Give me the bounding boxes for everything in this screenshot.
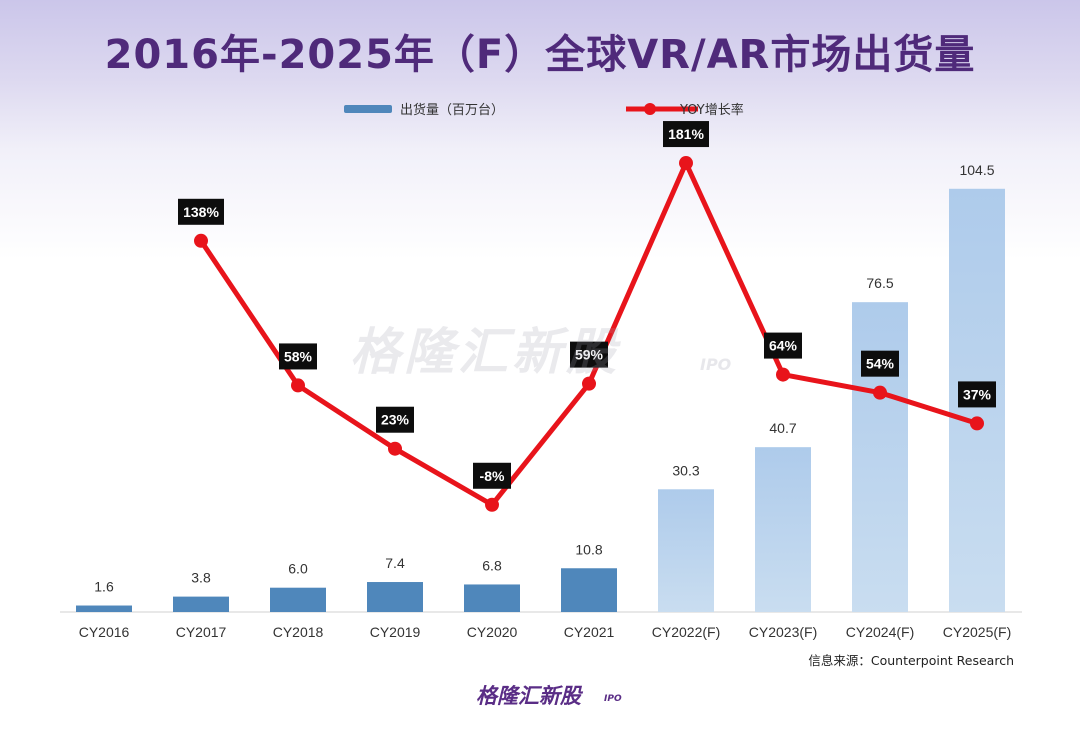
legend-bar-swatch (344, 105, 392, 113)
yoy-point (194, 233, 208, 248)
yoy-label-box (958, 381, 996, 408)
bar-CY2019 (367, 582, 423, 612)
watermark-sub: IPO (700, 355, 732, 374)
bar-value-label: 76.5 (866, 275, 893, 291)
bar-value-label: 3.8 (191, 570, 211, 586)
bar-CY2024(F) (852, 302, 908, 612)
yoy-value-labels: 138% 58% 23% -8% 59% 181% 64% 54% 37% (178, 121, 996, 489)
bar-value-label: 1.6 (94, 579, 114, 595)
yoy-label-box (279, 343, 317, 370)
yoy-label-box (764, 332, 802, 359)
yoy-label-box (376, 406, 414, 433)
x-axis-tick-labels: CY2016 CY2017 CY2018 CY2019 CY2020 CY2021 CY20… (79, 624, 1012, 640)
yoy-point (873, 385, 887, 400)
x-tick-label: CY2024(F) (846, 624, 914, 640)
yoy-value-label: 37% (963, 386, 992, 402)
x-tick-label: CY2020 (467, 624, 518, 640)
x-tick-label: CY2019 (370, 624, 421, 640)
yoy-value-label: 59% (575, 347, 604, 363)
watermark: 格隆汇新股 (350, 323, 620, 381)
bar-CY2016 (76, 605, 132, 612)
bar-CY2017 (173, 596, 229, 612)
yoy-point (291, 378, 305, 393)
bar-CY2021 (561, 568, 617, 612)
yoy-point (485, 497, 499, 512)
legend-line-label: YOY增长率 (679, 102, 744, 118)
legend: 出货量（百万台） YOY增长率 (344, 102, 744, 118)
footer-logo-sub: IPO (604, 694, 622, 704)
yoy-label-box (663, 121, 709, 148)
bar-value-label: 30.3 (672, 462, 699, 478)
yoy-point (776, 367, 790, 382)
yoy-point (970, 416, 984, 431)
bar-CY2020 (464, 584, 520, 612)
bar-value-labels: 1.6 3.8 6.0 7.4 6.8 10.8 30.3 40.7 76.5 104.5 (94, 162, 994, 595)
yoy-label-box (473, 462, 511, 489)
yoy-line-series (194, 156, 984, 512)
yoy-label-box (570, 341, 608, 368)
legend-bar-label: 出货量（百万台） (400, 102, 504, 118)
yoy-value-label: 58% (284, 348, 313, 364)
x-tick-label: CY2018 (273, 624, 324, 640)
bar-series (76, 188, 1005, 612)
bar-value-label: 7.4 (385, 555, 405, 571)
x-tick-label: CY2016 (79, 624, 130, 640)
bar-value-label: 6.0 (288, 561, 308, 577)
yoy-point (388, 441, 402, 456)
x-tick-label: CY2025(F) (943, 624, 1011, 640)
yoy-value-label: 64% (769, 338, 798, 354)
yoy-value-label: -8% (480, 468, 505, 484)
bar-CY2018 (270, 587, 326, 612)
yoy-value-label: 54% (866, 356, 895, 372)
yoy-value-label: 23% (381, 412, 410, 428)
legend-line-marker (644, 103, 656, 115)
bar-value-label: 104.5 (959, 162, 994, 178)
x-tick-label: CY2022(F) (652, 624, 720, 640)
yoy-label-box (178, 198, 224, 225)
footer-logo: 格隆汇新股 (476, 684, 581, 708)
bar-value-label: 6.8 (482, 557, 502, 573)
yoy-point (582, 376, 596, 391)
yoy-point (679, 156, 693, 171)
bar-CY2023(F) (755, 447, 811, 612)
x-tick-label: CY2021 (564, 624, 615, 640)
chart-title: 2016年-2025年（F）全球VR/AR市场出货量 (104, 32, 976, 78)
yoy-value-label: 138% (183, 204, 219, 220)
yoy-label-box (861, 350, 899, 377)
x-tick-label: CY2023(F) (749, 624, 817, 640)
bar-value-label: 10.8 (575, 541, 602, 557)
x-tick-label: CY2017 (176, 624, 227, 640)
yoy-value-label: 181% (668, 126, 704, 142)
bar-value-label: 40.7 (769, 420, 796, 436)
bar-CY2022(F) (658, 489, 714, 612)
source-note: 信息来源：Counterpoint Research (808, 653, 1014, 668)
